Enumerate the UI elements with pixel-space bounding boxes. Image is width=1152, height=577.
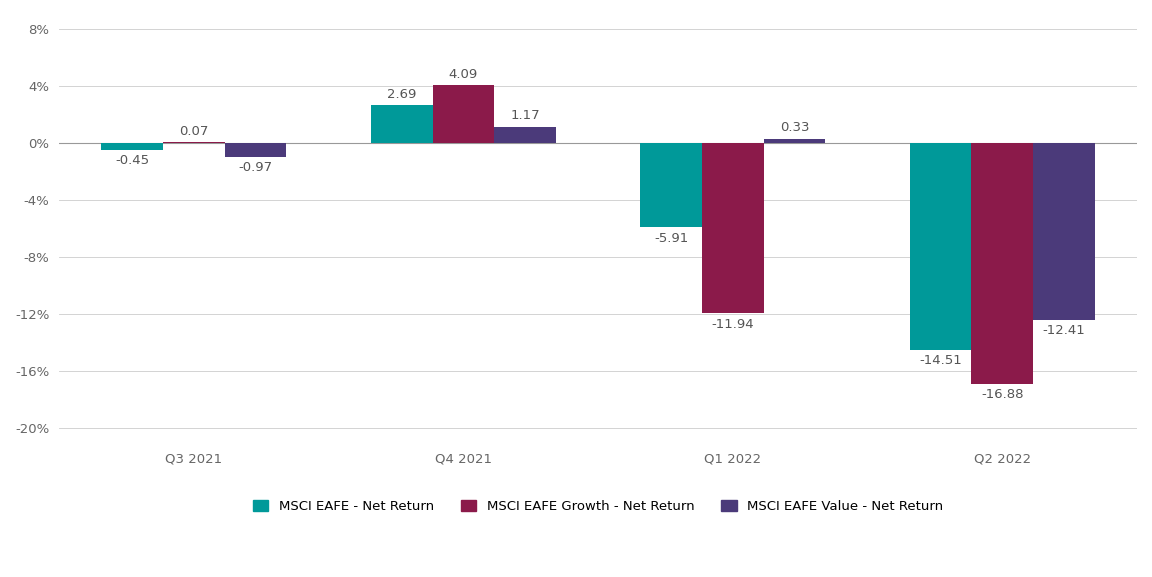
Text: -5.91: -5.91 [654,232,688,245]
Text: 0.07: 0.07 [180,125,209,138]
Bar [101,143,164,149]
Text: -0.97: -0.97 [238,162,273,174]
Text: -12.41: -12.41 [1043,324,1085,338]
Bar [371,105,432,143]
Bar [494,126,555,143]
Text: 4.09: 4.09 [448,68,478,81]
Bar [1033,143,1094,320]
Legend: MSCI EAFE - Net Return, MSCI EAFE Growth - Net Return, MSCI EAFE Value - Net Ret: MSCI EAFE - Net Return, MSCI EAFE Growth… [252,500,943,513]
Text: 2.69: 2.69 [387,88,416,100]
Text: -14.51: -14.51 [919,354,962,368]
Text: -11.94: -11.94 [712,318,755,331]
Bar [702,143,764,313]
Bar [225,143,286,157]
Text: -16.88: -16.88 [982,388,1023,401]
Bar [910,143,971,350]
Text: 0.33: 0.33 [780,121,809,134]
Bar [641,143,702,227]
Bar [971,143,1033,384]
Bar [764,138,825,143]
Bar [432,85,494,143]
Text: 1.17: 1.17 [510,109,540,122]
Text: -0.45: -0.45 [115,154,150,167]
